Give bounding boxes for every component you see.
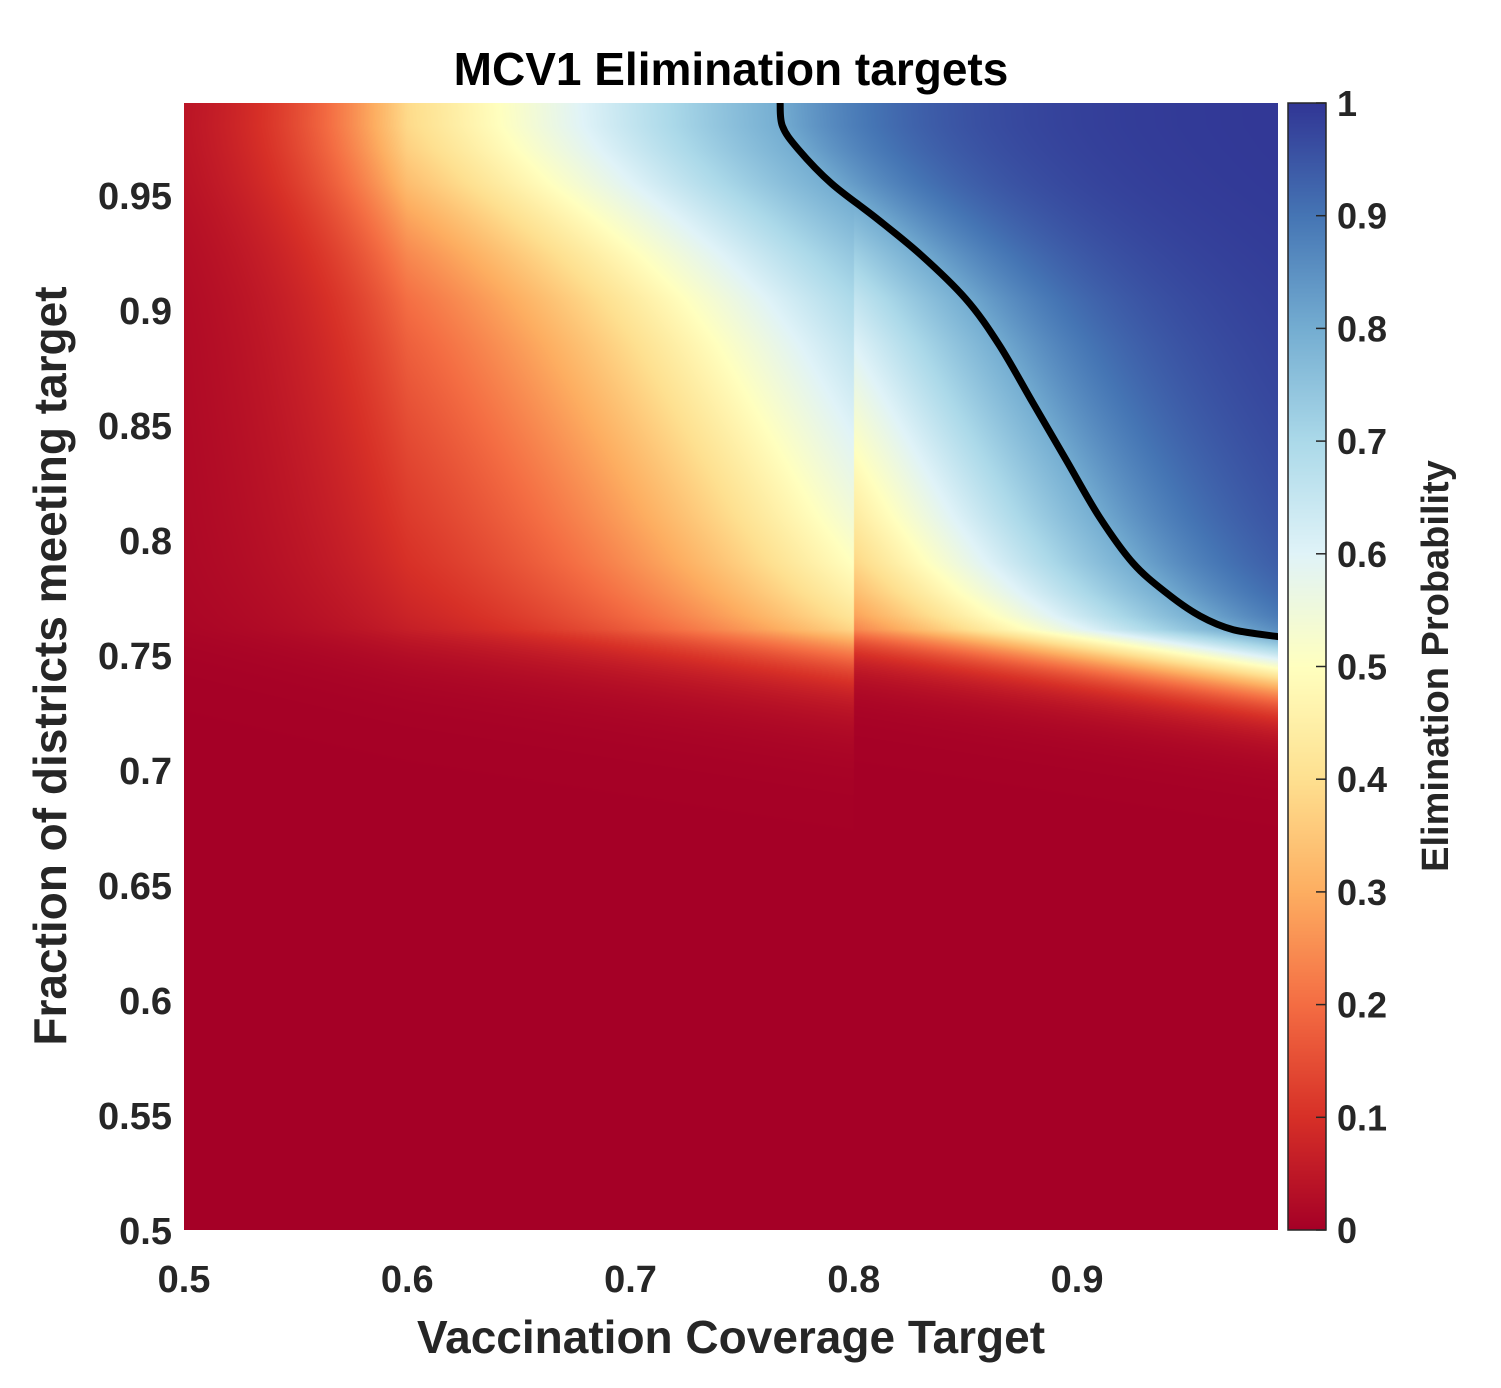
colorbar-tick-label: 0.4 <box>1337 759 1387 800</box>
contour-line <box>776 103 1278 641</box>
x-tick-label: 0.8 <box>827 1259 880 1301</box>
y-tick-label: 0.6 <box>119 981 172 1023</box>
heatmap-area <box>184 103 1278 1230</box>
colorbar-tick-label: 0.7 <box>1337 421 1387 462</box>
y-tick-label: 0.8 <box>119 521 172 563</box>
y-tick-label: 0.85 <box>98 406 172 448</box>
x-tick-label: 0.5 <box>158 1259 211 1301</box>
y-tick-label: 0.7 <box>119 751 172 793</box>
chart-title: MCV1 Elimination targets <box>454 43 1009 95</box>
x-axis-label: Vaccination Coverage Target <box>417 1311 1045 1363</box>
x-tick-label: 0.9 <box>1051 1259 1104 1301</box>
colorbar-tick-label: 0.5 <box>1337 647 1387 688</box>
colorbar-label: Elimination Probability <box>1415 460 1457 872</box>
contour-layer <box>776 103 1278 641</box>
colorbar-tick-label: 0.3 <box>1337 872 1387 913</box>
colorbar: 0 0.1 0.2 0.3 0.4 0.5 0.6 0.7 0.8 0.9 1 Eliminatio… <box>1287 83 1457 1251</box>
x-axis-ticks: 0.5 0.6 0.7 0.8 0.9 <box>158 1259 1104 1301</box>
colorbar-tick-label: 0.8 <box>1337 308 1387 349</box>
heatmap-canvas <box>184 103 1278 1230</box>
y-axis-ticks: 0.5 0.55 0.6 0.65 0.7 0.75 0.8 0.85 0.9 0.95 <box>98 176 172 1253</box>
colorbar-tick-label: 0.2 <box>1337 985 1387 1026</box>
colorbar-ticks: 0 0.1 0.2 0.3 0.4 0.5 0.6 0.7 0.8 0.9 1 <box>1316 83 1387 1251</box>
y-tick-label: 0.65 <box>98 866 172 908</box>
y-tick-label: 0.9 <box>119 291 172 333</box>
colorbar-tick-label: 0.6 <box>1337 534 1387 575</box>
colorbar-tick-label: 0 <box>1337 1210 1357 1251</box>
colorbar-tick-label: 0.9 <box>1337 196 1387 237</box>
colorbar-tick-label: 0.1 <box>1337 1097 1387 1138</box>
y-tick-label: 0.55 <box>98 1096 172 1138</box>
y-axis-label: Fraction of districts meeting target <box>24 286 76 1045</box>
colorbar-tick-label: 1 <box>1337 83 1357 124</box>
y-tick-label: 0.75 <box>98 636 172 678</box>
x-tick-label: 0.7 <box>604 1259 657 1301</box>
y-tick-label: 0.95 <box>98 176 172 218</box>
y-tick-label: 0.5 <box>119 1211 172 1253</box>
x-tick-label: 0.6 <box>381 1259 434 1301</box>
